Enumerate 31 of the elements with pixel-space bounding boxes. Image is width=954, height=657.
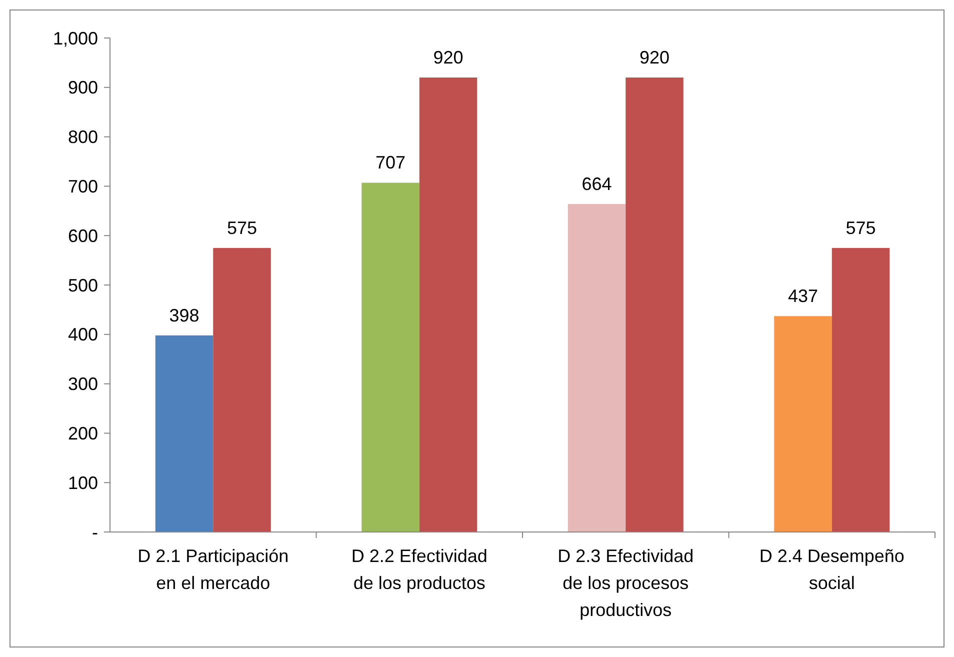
bar [626, 78, 684, 532]
y-tick-label: 900 [68, 78, 98, 98]
bar [155, 335, 214, 532]
x-tick-label: D 2.1 Participación en el mercado [138, 546, 289, 593]
y-tick-label: 100 [68, 472, 98, 493]
bar [419, 78, 478, 532]
data-label: 920 [433, 48, 464, 68]
y-tick-label: 600 [68, 226, 98, 246]
y-tick-label: 200 [68, 424, 98, 444]
y-tick-label: 700 [68, 176, 98, 196]
data-label: 664 [582, 174, 612, 194]
data-label: 575 [846, 218, 876, 238]
bar [774, 316, 832, 532]
y-tick-label: - [92, 522, 98, 542]
data-label: 920 [639, 48, 670, 68]
y-tick-label: 500 [68, 275, 98, 296]
y-tick-label: 300 [68, 374, 98, 394]
data-label: 575 [226, 218, 258, 238]
x-tick-label: D 2.2 Efectividad de los productos [351, 546, 488, 593]
bar [568, 204, 626, 532]
data-label: 707 [375, 152, 406, 173]
data-label: 437 [788, 286, 818, 306]
y-tick-label: 400 [68, 324, 98, 345]
y-tick-label: 800 [68, 127, 98, 148]
bar [213, 248, 271, 532]
x-tick-label: D 2.3 Efectividad de los procesos productivos [558, 546, 694, 620]
x-tick-label: D 2.4 Desempeño social [759, 546, 904, 593]
y-tick-label: 1,000 [52, 28, 98, 48]
bar [832, 248, 890, 532]
bar [362, 182, 420, 532]
data-label: 398 [169, 305, 200, 326]
